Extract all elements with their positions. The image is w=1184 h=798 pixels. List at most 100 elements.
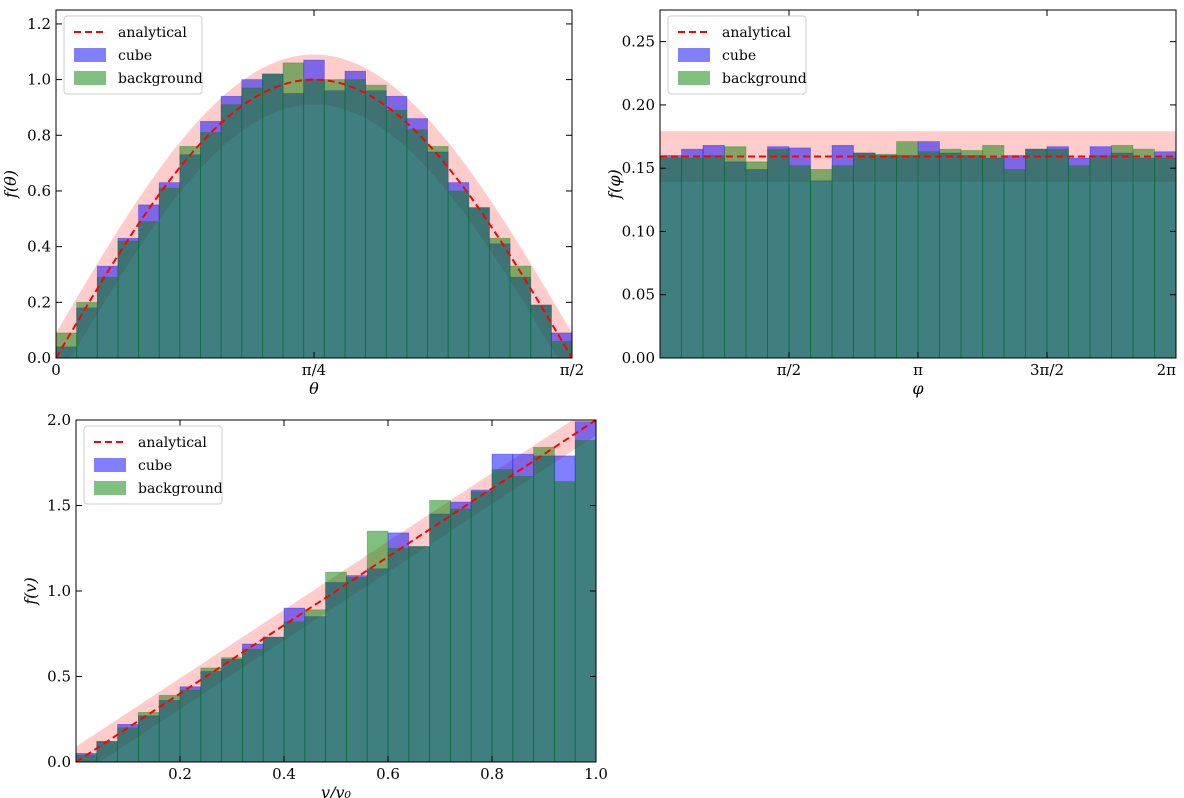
background-bar (200, 667, 223, 762)
background-bar (554, 481, 576, 762)
background-bar (1089, 155, 1112, 358)
legend-cube-swatch (678, 48, 710, 62)
background-bar (788, 165, 811, 358)
y-tick-label: 2.0 (47, 411, 71, 429)
y-tick-label: 0.05 (622, 286, 655, 304)
legend-background-label: background (722, 71, 807, 87)
background-bar (221, 657, 243, 762)
background-bar (117, 727, 139, 762)
y-tick-label: 1.0 (47, 582, 71, 600)
x-tick-label: π/4 (302, 361, 326, 379)
x-tick-label: 2π (1157, 361, 1177, 379)
y-tick-label: 0.25 (622, 33, 655, 51)
background-bar (241, 87, 263, 358)
x-tick-label: π/2 (777, 361, 801, 379)
background-bar (1046, 148, 1069, 358)
background-bar (345, 576, 368, 762)
velocity-distribution-chart: 0.0 0.5 1.0 1.5 2.0 0.2 0.4 0.6 0.8 1.0 v/v₀ f(v) an… (21, 411, 608, 798)
background-bar (406, 129, 428, 358)
legend-cube-label: cube (118, 48, 152, 64)
background-bar (241, 648, 264, 762)
background-bar (468, 207, 490, 358)
background-bar (96, 276, 119, 358)
y-tick-label: 0.2 (27, 293, 51, 311)
x-axis-label: φ (912, 379, 924, 398)
y-tick-label: 1.5 (47, 497, 71, 515)
background-bar (982, 144, 1005, 358)
legend-background-swatch (74, 71, 106, 85)
legend-cube-label: cube (722, 48, 756, 64)
x-tick-label: 0.6 (376, 765, 400, 783)
x-axis-label: θ (309, 379, 319, 398)
background-bar (449, 508, 472, 762)
background-bar (323, 79, 346, 358)
background-bar (489, 237, 511, 358)
y-tick-label: 0.0 (47, 753, 71, 771)
x-axis-label: v/v₀ (321, 783, 351, 798)
background-bar (138, 221, 160, 358)
background-bar (939, 148, 962, 358)
theta-distribution-chart: 0.0 0.2 0.4 0.6 0.8 1.0 1.2 0 π/4 π/2 θ f(θ) analyti… (1, 9, 584, 398)
x-tick-label: π (913, 361, 923, 379)
y-tick-label: 0.6 (27, 182, 51, 200)
background-bar (200, 132, 222, 358)
legend-cube-label: cube (138, 458, 172, 474)
legend-background-swatch (94, 481, 126, 495)
background-bar (76, 301, 98, 358)
background-bar (1003, 169, 1026, 358)
background-bar (874, 153, 897, 358)
background-bar (853, 152, 876, 358)
background-bar (960, 150, 983, 358)
background-bar (574, 440, 596, 762)
background-bar (831, 165, 854, 358)
y-axis-label: f(φ) (605, 169, 624, 200)
background-bar (365, 84, 387, 358)
background-bar (550, 340, 572, 358)
plot-area (56, 54, 572, 358)
background-bar (117, 240, 139, 358)
legend-background-label: background (138, 481, 223, 497)
legend-analytical-label: analytical (722, 25, 791, 41)
x-tick-label: 0.4 (272, 765, 296, 783)
background-bar (470, 491, 493, 762)
legend-background-label: background (118, 71, 203, 87)
x-tick-label: 0.8 (480, 765, 504, 783)
y-tick-label: 0.15 (622, 159, 655, 177)
background-bar (1068, 165, 1091, 358)
y-tick-label: 0.4 (27, 238, 51, 256)
background-bar (344, 79, 366, 358)
background-bar (447, 190, 470, 358)
y-tick-label: 0.10 (622, 222, 655, 240)
background-bar (745, 161, 768, 358)
y-tick-label: 1.2 (27, 15, 51, 33)
background-bar (325, 571, 347, 762)
x-tick-label: 3π/2 (1030, 361, 1064, 379)
analytical-line (76, 420, 596, 762)
background-bar (158, 187, 181, 358)
x-tick-label: 0 (51, 361, 61, 379)
background-bar (261, 73, 284, 358)
x-tick-label: 1.0 (584, 765, 608, 783)
y-tick-label: 0.00 (622, 349, 655, 367)
background-bar (427, 146, 449, 358)
background-bar (385, 109, 408, 358)
background-bar (509, 265, 532, 358)
background-bar (724, 146, 747, 358)
background-bar (387, 547, 410, 762)
background-bar (681, 157, 704, 358)
x-tick-label: π/2 (560, 361, 584, 379)
background-bar (282, 62, 305, 358)
background-bar (96, 741, 119, 762)
y-tick-label: 0.20 (622, 96, 655, 114)
y-tick-label: 1.0 (27, 71, 51, 89)
background-bar (179, 689, 202, 762)
background-bar (408, 546, 430, 762)
background-bar (220, 104, 243, 358)
background-bar (767, 148, 790, 358)
y-tick-label: 0.5 (47, 668, 71, 686)
background-bar (810, 169, 833, 358)
legend-analytical-label: analytical (138, 435, 207, 451)
background-bar (512, 476, 534, 762)
phi-distribution-chart: 0.00 0.05 0.10 0.15 0.20 0.25 π/2 π 3π/2 2π φ f(φ) a… (605, 9, 1177, 398)
